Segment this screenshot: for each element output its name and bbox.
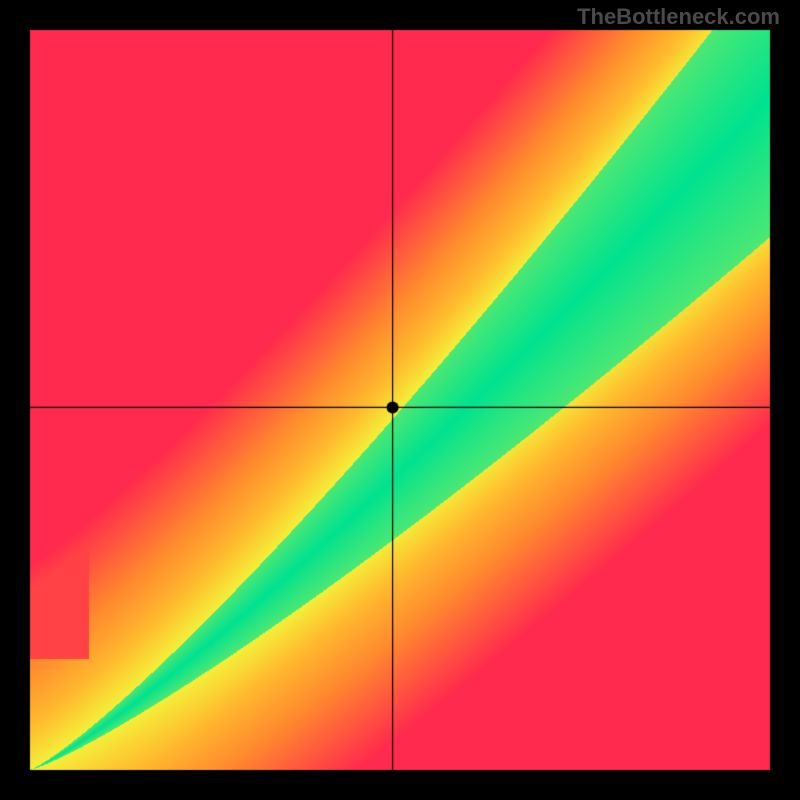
watermark-text: TheBottleneck.com — [577, 4, 780, 30]
chart-container: TheBottleneck.com — [0, 0, 800, 800]
bottleneck-heatmap — [0, 0, 800, 800]
